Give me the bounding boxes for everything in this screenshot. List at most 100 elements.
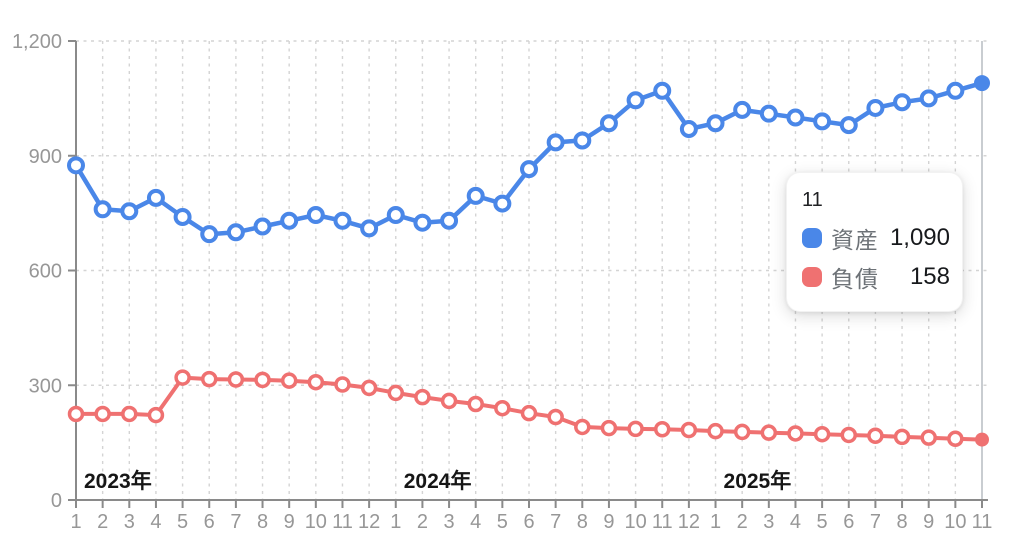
- assets-point-9[interactable]: [599, 114, 618, 133]
- liabilities-point-7[interactable]: [227, 371, 245, 388]
- x-tick-label: 7: [870, 511, 881, 533]
- liabilities-point-5[interactable]: [494, 399, 511, 417]
- assets-point-5[interactable]: [813, 112, 832, 131]
- assets-point-6[interactable]: [839, 116, 858, 135]
- assets-point-7[interactable]: [226, 223, 245, 242]
- liabilities-point-3[interactable]: [121, 405, 138, 423]
- x-tick-label: 4: [470, 511, 481, 533]
- x-tick-label: 6: [843, 511, 854, 533]
- liabilities-point-1[interactable]: [67, 405, 85, 423]
- assets-point-6[interactable]: [520, 160, 538, 179]
- liabilities-point-2[interactable]: [733, 423, 751, 441]
- assets-point-11[interactable]: [974, 75, 990, 92]
- liabilities-point-12[interactable]: [680, 421, 698, 439]
- liabilities-point-4[interactable]: [787, 425, 804, 442]
- liabilities-point-8[interactable]: [254, 371, 271, 389]
- assets-point-12[interactable]: [679, 119, 698, 138]
- assets-point-8[interactable]: [893, 93, 912, 112]
- assets-point-8[interactable]: [573, 131, 592, 150]
- x-tick-label: 1: [70, 511, 81, 533]
- liabilities-point-10[interactable]: [947, 430, 964, 448]
- liabilities-point-12[interactable]: [360, 379, 378, 397]
- assets-point-9[interactable]: [919, 89, 938, 108]
- liabilities-point-8[interactable]: [574, 418, 591, 436]
- liabilities-point-3[interactable]: [760, 424, 778, 441]
- liabilities-point-2[interactable]: [94, 405, 111, 423]
- x-tick-label: 3: [443, 511, 454, 533]
- assets-point-2[interactable]: [413, 213, 432, 232]
- x-tick-label: 11: [972, 511, 993, 533]
- assets-point-7[interactable]: [546, 133, 565, 152]
- liabilities-point-3[interactable]: [440, 392, 458, 410]
- assets-point-4[interactable]: [466, 186, 485, 205]
- liabilities-point-6[interactable]: [520, 404, 538, 422]
- liabilities-point-2[interactable]: [414, 388, 431, 406]
- x-tick-label: 7: [550, 511, 561, 533]
- liabilities-point-9[interactable]: [280, 372, 298, 389]
- assets-point-11[interactable]: [333, 211, 352, 230]
- x-tick-label: 4: [790, 511, 801, 533]
- liabilities-point-1[interactable]: [387, 384, 405, 402]
- assets-point-3[interactable]: [759, 104, 778, 123]
- x-tick-label: 12: [678, 511, 700, 533]
- liabilities-point-4[interactable]: [467, 395, 484, 413]
- x-tick-label: 8: [577, 511, 588, 533]
- assets-point-4[interactable]: [786, 108, 805, 127]
- assets-point-12[interactable]: [360, 219, 379, 238]
- liabilities-point-5[interactable]: [174, 369, 191, 386]
- liabilities-point-8[interactable]: [893, 428, 911, 446]
- assets-point-10[interactable]: [306, 206, 325, 225]
- liabilities-point-9[interactable]: [920, 429, 937, 446]
- assets-point-2[interactable]: [93, 200, 112, 219]
- year-label: 2023年: [84, 469, 152, 493]
- liabilities-point-5[interactable]: [813, 425, 831, 443]
- assets-point-1[interactable]: [67, 156, 85, 175]
- liabilities-point-9[interactable]: [600, 419, 618, 437]
- x-tick-label: 10: [624, 511, 646, 533]
- x-tick-label: 9: [284, 511, 295, 533]
- assets-point-1[interactable]: [706, 114, 725, 133]
- liabilities-point-6[interactable]: [200, 370, 218, 388]
- x-tick-label: 2: [737, 511, 748, 533]
- liabilities-point-10[interactable]: [627, 420, 644, 438]
- liabilities-point-4[interactable]: [147, 406, 165, 424]
- x-tick-label: 10: [305, 511, 327, 533]
- assets-point-2[interactable]: [733, 100, 752, 119]
- assets-point-1[interactable]: [386, 206, 405, 225]
- liabilities-point-7[interactable]: [547, 408, 564, 426]
- liabilities-point-11[interactable]: [653, 420, 671, 438]
- assets-point-3[interactable]: [440, 211, 459, 230]
- liabilities-point-10[interactable]: [307, 373, 325, 391]
- x-tick-label: 6: [204, 511, 215, 533]
- assets-point-8[interactable]: [253, 217, 272, 236]
- liabilities-point-11[interactable]: [975, 432, 989, 447]
- y-tick-label: 0: [51, 490, 62, 512]
- assets-point-5[interactable]: [493, 194, 512, 213]
- assets-point-5[interactable]: [173, 207, 192, 226]
- x-tick-label: 2: [417, 511, 428, 533]
- assets-point-9[interactable]: [280, 211, 299, 230]
- x-tick-label: 5: [177, 511, 188, 533]
- x-tick-label: 5: [497, 511, 508, 533]
- x-tick-label: 9: [603, 511, 614, 533]
- assets-point-10[interactable]: [626, 91, 645, 110]
- assets-point-7[interactable]: [866, 98, 885, 117]
- x-tick-label: 11: [652, 511, 673, 533]
- y-tick-label: 1,200: [12, 31, 62, 53]
- liabilities-point-11[interactable]: [334, 376, 351, 393]
- liabilities-point-7[interactable]: [867, 427, 884, 444]
- assets-point-6[interactable]: [200, 225, 219, 244]
- assets-point-11[interactable]: [653, 81, 672, 100]
- liabilities-point-1[interactable]: [707, 422, 724, 440]
- assets-point-10[interactable]: [946, 81, 965, 100]
- assets-line: [73, 80, 985, 237]
- assets-point-3[interactable]: [120, 202, 139, 221]
- x-tick-label: 12: [358, 511, 380, 533]
- liabilities-point-6[interactable]: [840, 426, 858, 444]
- year-label: 2025年: [724, 469, 792, 493]
- assets-point-4[interactable]: [146, 188, 165, 207]
- year-label: 2024年: [404, 469, 472, 493]
